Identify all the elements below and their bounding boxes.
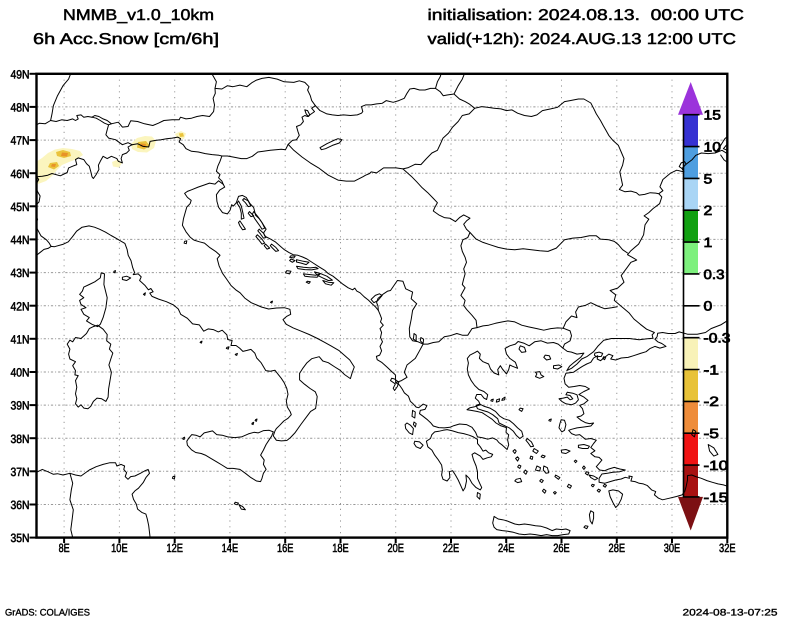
svg-text:2024-08-13-07:25: 2024-08-13-07:25 <box>683 608 778 618</box>
svg-text:32E: 32E <box>719 541 736 555</box>
svg-text:26E: 26E <box>553 541 570 555</box>
svg-text:49N: 49N <box>11 67 30 81</box>
svg-text:6h Acc.Snow [cm/6h]: 6h Acc.Snow [cm/6h] <box>33 31 219 48</box>
svg-text:10E: 10E <box>111 541 128 555</box>
svg-text:28E: 28E <box>609 541 626 555</box>
svg-text:10: 10 <box>704 140 722 155</box>
svg-text:30E: 30E <box>664 541 681 555</box>
svg-text:37N: 37N <box>11 465 30 479</box>
svg-text:16E: 16E <box>277 541 294 555</box>
svg-text:20E: 20E <box>387 541 404 555</box>
svg-text:12E: 12E <box>166 541 183 555</box>
svg-text:41N: 41N <box>11 332 30 346</box>
svg-text:46N: 46N <box>11 167 30 181</box>
svg-text:-0.3: -0.3 <box>704 331 731 346</box>
svg-text:35N: 35N <box>11 531 30 545</box>
svg-text:42N: 42N <box>11 299 30 313</box>
svg-text:15: 15 <box>704 108 722 123</box>
svg-text:24E: 24E <box>498 541 515 555</box>
svg-text:NMMB_v1.0_10km: NMMB_v1.0_10km <box>63 7 214 24</box>
svg-text:47N: 47N <box>11 134 30 148</box>
svg-text:-15: -15 <box>704 490 729 505</box>
svg-text:48N: 48N <box>11 101 30 115</box>
svg-text:-1: -1 <box>704 362 720 377</box>
svg-text:0: 0 <box>704 299 713 314</box>
svg-text:45N: 45N <box>11 200 30 214</box>
svg-text:GrADS: COLA/IGES: GrADS: COLA/IGES <box>5 608 90 618</box>
svg-text:-5: -5 <box>704 426 720 441</box>
svg-text:8E: 8E <box>59 541 70 555</box>
svg-text:43N: 43N <box>11 266 30 280</box>
svg-text:-10: -10 <box>704 458 729 473</box>
svg-text:2: 2 <box>704 203 713 218</box>
svg-text:0.3: 0.3 <box>704 267 725 282</box>
svg-text:14E: 14E <box>222 541 239 555</box>
svg-text:39N: 39N <box>11 399 30 413</box>
svg-text:22E: 22E <box>443 541 460 555</box>
svg-text:1: 1 <box>704 235 713 250</box>
svg-text:initialisation: 2024.08.13. 0: initialisation: 2024.08.13. 00:00 UTC <box>428 7 745 24</box>
svg-text:5: 5 <box>704 171 713 186</box>
svg-text:44N: 44N <box>11 233 30 247</box>
svg-text:40N: 40N <box>11 366 30 380</box>
svg-text:-2: -2 <box>704 394 720 409</box>
svg-text:18E: 18E <box>332 541 349 555</box>
svg-text:38N: 38N <box>11 432 30 446</box>
svg-text:36N: 36N <box>11 498 30 512</box>
svg-text:valid(+12h): 2024.AUG.13 12:00: valid(+12h): 2024.AUG.13 12:00 UTC <box>428 31 737 48</box>
